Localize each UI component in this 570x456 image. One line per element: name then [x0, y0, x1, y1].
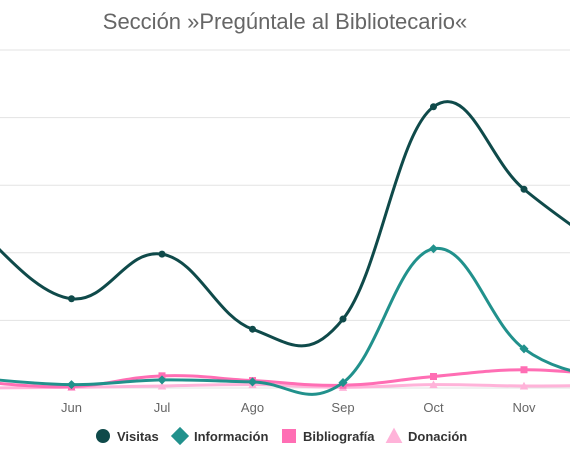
chart-title: Sección »Pregúntale al Bibliotecario«: [102, 9, 468, 34]
data-point: [339, 315, 347, 323]
legend-marker: [170, 426, 190, 446]
data-point: [157, 375, 167, 385]
series-line: [0, 368, 570, 389]
x-tick-label: Nov: [512, 400, 536, 415]
legend-item[interactable]: Donación: [385, 427, 468, 444]
data-point: [428, 244, 439, 254]
x-tick-label: Oct: [423, 400, 444, 415]
data-point: [520, 366, 528, 374]
legend-label: Visitas: [117, 429, 159, 444]
legend-marker: [282, 429, 296, 443]
legend-marker: [385, 427, 403, 443]
data-point: [520, 185, 528, 193]
series-line: [0, 100, 570, 348]
x-tick-label: Ago: [241, 400, 264, 415]
x-tick-label: Jun: [61, 400, 82, 415]
data-point: [157, 381, 167, 390]
legend-item[interactable]: Información: [170, 426, 269, 446]
x-tick-label: Sep: [331, 400, 354, 415]
x-tick-label: Jul: [154, 400, 171, 415]
legend-marker: [96, 429, 110, 443]
legend-item[interactable]: Bibliografía: [282, 429, 375, 444]
data-point: [158, 250, 166, 258]
legend-item[interactable]: Visitas: [96, 429, 159, 444]
legend-label: Información: [194, 429, 268, 444]
data-point: [66, 380, 77, 390]
data-point: [338, 378, 348, 388]
series-visitas: [0, 100, 570, 348]
legend-label: Donación: [408, 429, 467, 444]
series-informaci-n: [0, 244, 570, 396]
series-line: [0, 247, 570, 396]
data-point: [68, 295, 75, 303]
data-point: [249, 325, 256, 333]
data-point: [519, 344, 529, 354]
data-point: [430, 373, 437, 381]
legend-label: Bibliografía: [303, 429, 375, 444]
data-point: [519, 381, 529, 390]
data-point: [247, 377, 258, 387]
data-point: [429, 380, 438, 389]
data-point: [430, 103, 437, 111]
